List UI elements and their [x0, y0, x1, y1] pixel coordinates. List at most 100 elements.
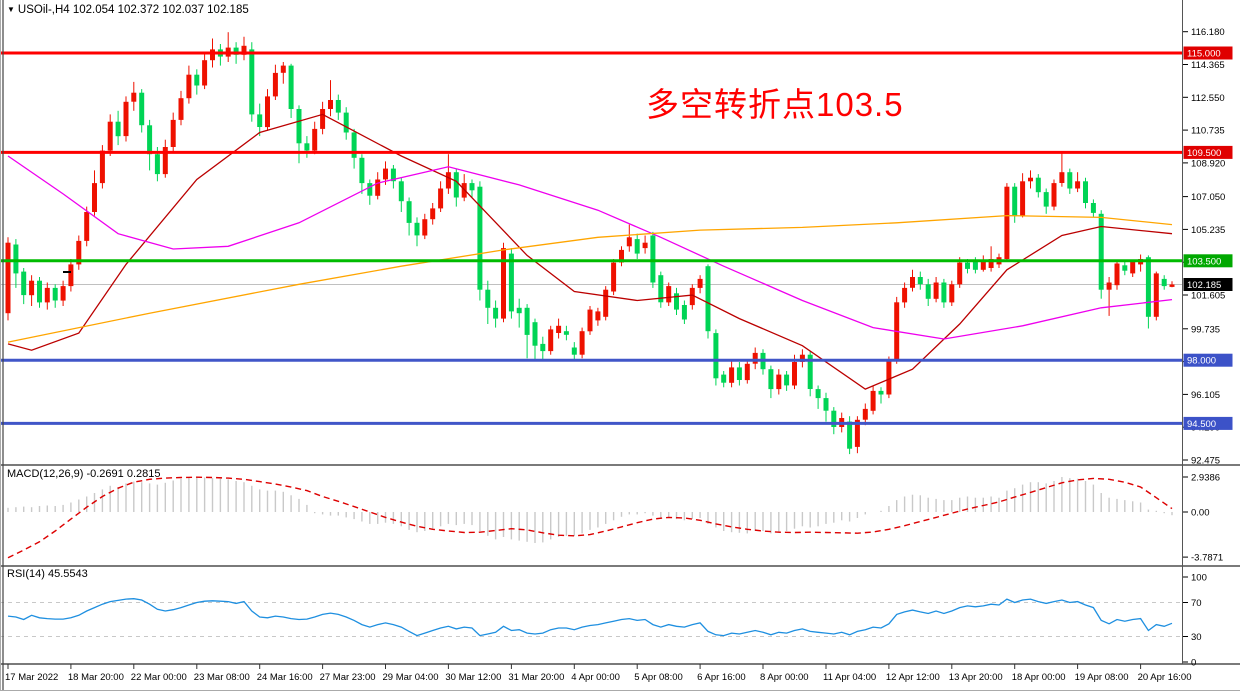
candle [894, 296, 900, 364]
time-axis-label: 29 Mar 04:00 [383, 672, 439, 683]
time-axis-label: 27 Mar 23:00 [320, 672, 376, 683]
candle [807, 351, 813, 397]
candle [886, 356, 892, 399]
price-badge-102.185: 102.185 [1183, 278, 1233, 291]
candle [634, 233, 640, 259]
candle [587, 306, 593, 335]
rsi-axis-label: 0 [1191, 658, 1196, 669]
candle [445, 154, 451, 194]
candle [910, 269, 915, 292]
svg-text:103.500: 103.500 [1187, 256, 1221, 267]
candle [619, 246, 624, 267]
candle [548, 325, 554, 355]
candle [1130, 259, 1136, 277]
candle [217, 44, 223, 66]
price-badge-115.000: 115.000 [1183, 46, 1233, 60]
time-axis-label: 31 Mar 20:00 [508, 672, 564, 683]
candle [666, 282, 672, 306]
candle [60, 280, 66, 306]
candle [186, 65, 192, 104]
candle [21, 268, 27, 305]
rsi-indicator-label: RSI(14) 45.5543 [7, 568, 88, 580]
candle [1059, 152, 1065, 187]
candle [265, 89, 270, 131]
time-axis-label: 30 Mar 12:00 [445, 672, 501, 683]
candle [784, 371, 790, 391]
candle [296, 105, 302, 164]
svg-text:109.500: 109.500 [1187, 148, 1221, 159]
price-tick-label: 105.235 [1191, 225, 1225, 236]
candle [917, 271, 923, 290]
candle [5, 237, 11, 321]
candle [1035, 174, 1041, 198]
candle [524, 304, 530, 359]
candle [823, 392, 829, 422]
candle [1106, 277, 1112, 316]
price-tick-label: 114.365 [1191, 60, 1225, 71]
price-marker-dash [63, 271, 71, 273]
time-axis[interactable]: 17 Mar 2022 18 Mar 20:00 22 Mar 00:00 23 Ma… [5, 664, 1191, 683]
candle [760, 349, 766, 375]
price-tick-label: 110.735 [1191, 126, 1225, 137]
candle [1145, 255, 1151, 329]
svg-text:102.185: 102.185 [1187, 280, 1221, 291]
candle [988, 246, 994, 272]
candle [367, 179, 373, 205]
candle [375, 172, 381, 200]
candle [697, 275, 703, 294]
candle [147, 119, 153, 171]
time-axis-label: 24 Mar 16:00 [257, 672, 313, 683]
candle [162, 139, 168, 178]
time-axis-label: 23 Mar 08:00 [194, 672, 250, 683]
candle [752, 347, 758, 370]
rsi-pane[interactable] [0, 598, 1183, 637]
candle [37, 277, 42, 308]
candle [799, 349, 805, 368]
candle [1043, 188, 1049, 214]
time-axis-label: 4 Apr 00:00 [571, 672, 620, 683]
candle [249, 42, 255, 122]
candle [406, 197, 412, 236]
candle [579, 327, 585, 359]
macd-axis-label: -3.7871 [1191, 553, 1223, 564]
candle [776, 369, 782, 395]
candle [115, 110, 121, 146]
candle [674, 287, 679, 315]
candle [202, 53, 208, 90]
candle [44, 282, 50, 310]
candle [194, 69, 200, 95]
candle [658, 271, 664, 308]
candlestick-series [5, 32, 1175, 455]
candle [556, 318, 562, 339]
time-axis-label: 18 Mar 20:00 [68, 672, 124, 683]
candle [1161, 275, 1167, 290]
candle [1051, 179, 1057, 211]
candle [131, 81, 137, 111]
collapse-arrow-icon[interactable]: ▼ [7, 5, 15, 14]
price-tick-label: 92.475 [1191, 456, 1220, 467]
time-axis-label: 11 Apr 04:00 [823, 672, 876, 683]
candle [729, 360, 735, 388]
ma-orange-line [7, 214, 1173, 343]
candle [29, 275, 35, 306]
symbol-ohlc-text: USOil-,H4 102.054 102.372 102.037 102.18… [17, 4, 249, 16]
candle [744, 360, 750, 384]
price-badge-98.000: 98.000 [1183, 353, 1233, 367]
main-price-pane[interactable] [0, 32, 1183, 455]
candle [493, 300, 499, 328]
candle [681, 300, 687, 324]
candle [84, 206, 90, 247]
candle [516, 298, 522, 328]
price-badge-109.500: 109.500 [1183, 145, 1233, 159]
macd-pane[interactable] [7, 476, 1173, 559]
candle [847, 416, 853, 455]
rsi-axis-label: 70 [1191, 598, 1202, 609]
annotation-text[interactable]: 多空转折点103.5 [646, 86, 904, 123]
candle [178, 90, 184, 126]
candle [139, 89, 145, 133]
right-price-axis[interactable]: 116.180 114.365 112.550 110.735 108.920 107.0… [1183, 27, 1233, 669]
rsi-axis-label: 100 [1191, 573, 1207, 584]
candle [304, 136, 310, 158]
